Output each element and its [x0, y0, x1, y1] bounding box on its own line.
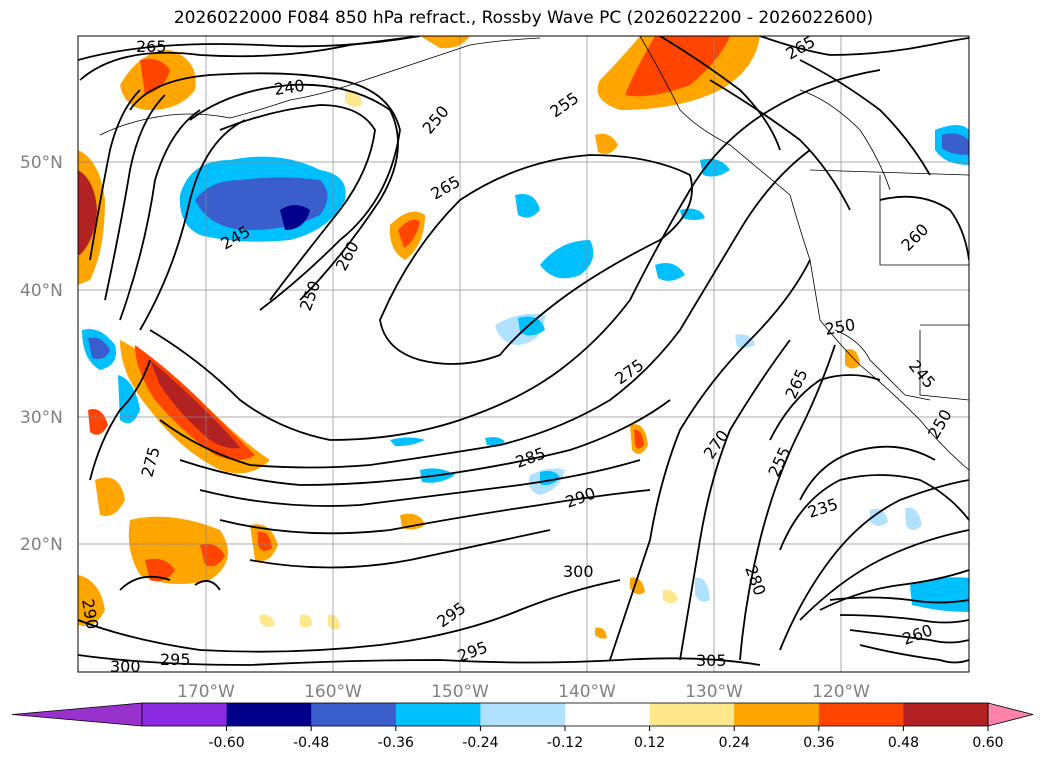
lon-label: 150°W [431, 682, 489, 702]
map-title: 2026022000 F084 850 hPa refract., Rossby… [173, 8, 874, 28]
colorbar-tick-label: -0.36 [378, 735, 414, 751]
contour-label: 295 [160, 650, 191, 669]
map-area: 265 240 250 255 265 245 265 260 250 275 … [78, 36, 969, 676]
colorbar-box [565, 703, 651, 726]
contour-label: 305 [696, 651, 727, 670]
contour-label: 300 [110, 657, 141, 676]
colorbar-tick-label: -0.60 [208, 735, 244, 751]
lon-label: 120°W [812, 682, 870, 702]
colorbar-tick-label: 0.60 [972, 735, 1003, 751]
graticule [78, 36, 969, 672]
anomaly-shading [78, 36, 969, 639]
colorbar-tick-label: -0.12 [547, 735, 583, 751]
colorbar-extend-low [11, 702, 143, 727]
colorbar-box [649, 703, 735, 726]
contour-label: 300 [563, 562, 594, 581]
colorbar: -0.60 -0.48 -0.36 -0.24 -0.12 0.12 0.24 0.36 0.4… [11, 702, 1034, 751]
contour-lines [78, 36, 969, 666]
colorbar-box [480, 703, 566, 726]
colorbar-tick-label: -0.48 [293, 735, 329, 751]
colorbar-box [734, 703, 820, 726]
colorbar-tick-label: 0.48 [888, 735, 919, 751]
colorbar-tick-label: 0.24 [719, 735, 750, 751]
coastlines [99, 36, 969, 471]
colorbar-extend-high [987, 702, 1034, 727]
lat-label: 50°N [20, 153, 63, 173]
longitude-labels: 170°W 160°W 150°W 140°W 130°W 120°W [177, 682, 870, 702]
contour-label: 240 [273, 76, 306, 99]
colorbar-box [903, 703, 989, 726]
lat-label: 40°N [20, 281, 63, 301]
lat-label: 30°N [20, 408, 63, 428]
colorbar-tick-label: 0.12 [634, 735, 665, 751]
colorbar-box [142, 703, 228, 726]
lon-label: 170°W [177, 682, 235, 702]
lon-label: 130°W [685, 682, 743, 702]
colorbar-box [311, 703, 397, 726]
lon-label: 160°W [304, 682, 362, 702]
map-frame [77, 35, 970, 673]
colorbar-box [395, 703, 481, 726]
latitude-labels: 50°N 40°N 30°N 20°N [20, 153, 63, 555]
lat-label: 20°N [20, 535, 63, 555]
colorbar-box [226, 703, 312, 726]
colorbar-tick-label: 0.36 [803, 735, 834, 751]
lon-label: 140°W [558, 682, 616, 702]
colorbar-box [818, 703, 904, 726]
contour-label: 265 [136, 37, 167, 56]
colorbar-tick-label: -0.24 [462, 735, 498, 751]
